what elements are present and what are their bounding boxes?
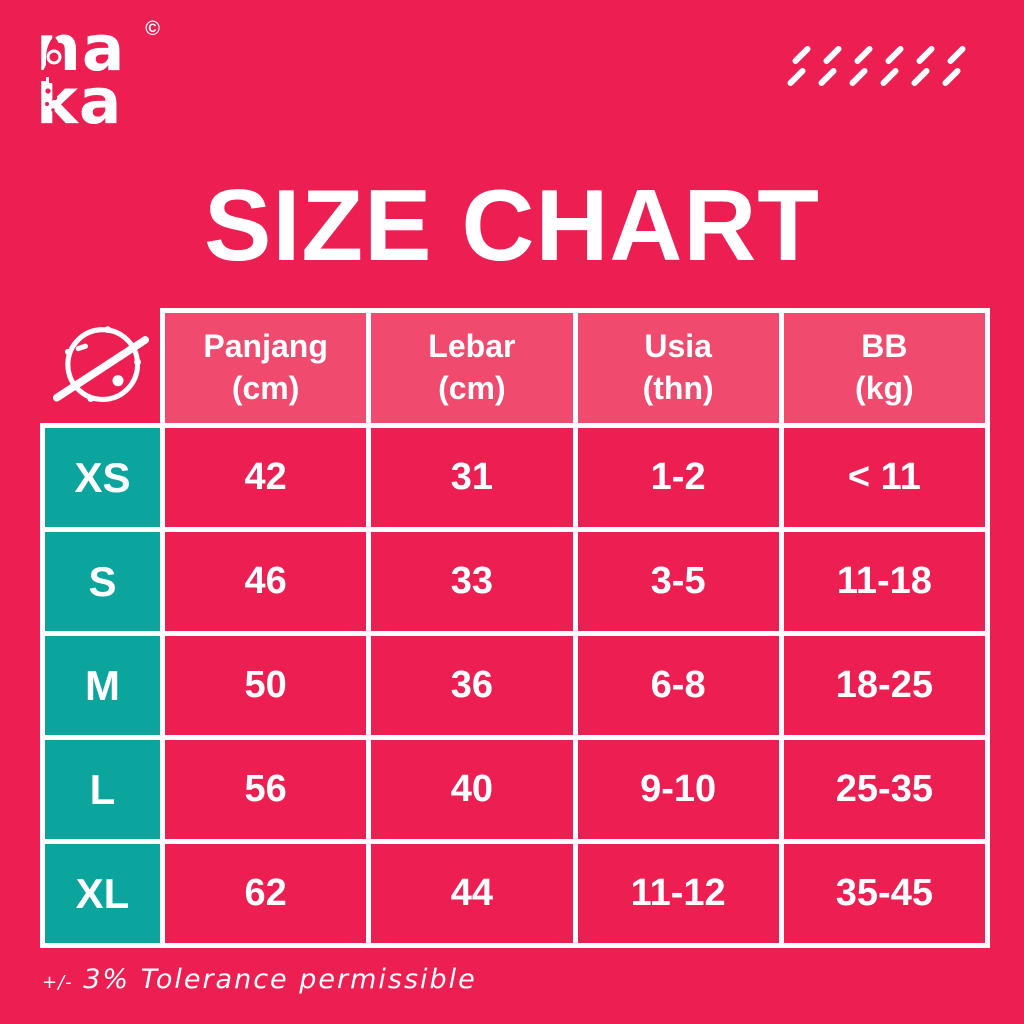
value-cell: 3-5 [572, 527, 784, 637]
value-cell: 6-8 [572, 631, 784, 741]
naka-logo: na ka © [36, 17, 160, 144]
value-cell: 18-25 [778, 631, 991, 741]
column-unit: (cm) [231, 370, 300, 407]
slash-mark [941, 66, 962, 88]
tolerance-text: 3% Tolerance permissible [83, 964, 477, 995]
copyright-symbol: © [145, 18, 160, 40]
header-row: Panjang (cm) Lebar (cm) Usia (thn) BB (kg) [43, 307, 991, 429]
value-cell: 9-10 [572, 735, 784, 845]
value-cell: 35-45 [778, 839, 991, 949]
value-cell: 62 [159, 839, 372, 949]
rocket-icon [38, 36, 70, 83]
size-row-s: S 46 33 3-5 11-18 [40, 527, 991, 637]
rocket-exhaust-dots-icon [45, 88, 58, 112]
size-row-l: L 56 40 9-10 25-35 [40, 735, 991, 845]
value-cell: < 11 [778, 423, 991, 533]
column-unit: (cm) [438, 370, 506, 407]
slash-mark [786, 66, 807, 88]
column-label: BB [861, 328, 908, 365]
slash-mark [915, 44, 936, 66]
value-cell: 31 [366, 423, 578, 533]
slash-mark [817, 66, 838, 88]
slash-mark [853, 44, 874, 66]
slash-mark [791, 44, 812, 66]
value-cell: 50 [159, 631, 372, 741]
column-unit: (thn) [642, 370, 714, 407]
slash-mark [884, 44, 905, 66]
column-unit: (kg) [855, 370, 914, 407]
value-cell: 56 [159, 735, 372, 845]
value-cell: 42 [159, 423, 372, 533]
size-row-xs: XS 42 31 1-2 < 11 [40, 423, 991, 533]
value-cell: 33 [366, 527, 578, 637]
size-row-m: M 50 36 6-8 18-25 [40, 631, 991, 741]
value-cell: 11-18 [778, 527, 991, 637]
value-cell: 46 [159, 527, 372, 637]
column-header-usia: Usia (thn) [572, 307, 784, 429]
slash-row-2 [785, 66, 968, 88]
size-label: XS [40, 423, 165, 533]
tolerance-note: +/- 3% Tolerance permissible [42, 964, 477, 995]
slash-mark [822, 44, 843, 66]
column-label: Lebar [428, 328, 516, 365]
size-label: L [40, 735, 165, 845]
column-header-lebar: Lebar (cm) [366, 307, 578, 429]
value-cell: 40 [366, 735, 578, 845]
column-label: Usia [644, 328, 712, 365]
size-label: M [40, 631, 165, 741]
column-header-bb: BB (kg) [778, 307, 991, 429]
size-row-xl: XL 62 44 11-12 35-45 [40, 839, 991, 949]
plus-minus-prefix: +/- [42, 972, 73, 993]
value-cell: 1-2 [572, 423, 784, 533]
slash-pattern-decoration [786, 44, 968, 96]
size-table: Panjang (cm) Lebar (cm) Usia (thn) BB (kg) XS 42… [40, 307, 991, 949]
planet-orbit-icon [53, 325, 150, 402]
slash-mark [946, 44, 967, 66]
slash-row-1 [790, 44, 968, 66]
value-cell: 36 [366, 631, 578, 741]
size-label: S [40, 527, 165, 637]
page-title: SIZE CHART [204, 170, 820, 282]
column-header-panjang: Panjang (cm) [159, 307, 372, 429]
column-label: Panjang [203, 328, 328, 365]
slash-mark [879, 66, 900, 88]
planet-icon-cell [43, 311, 163, 426]
slash-mark [848, 66, 869, 88]
size-label: XL [40, 839, 165, 949]
value-cell: 11-12 [572, 839, 784, 949]
value-cell: 25-35 [778, 735, 991, 845]
slash-mark [910, 66, 931, 88]
value-cell: 44 [366, 839, 578, 949]
